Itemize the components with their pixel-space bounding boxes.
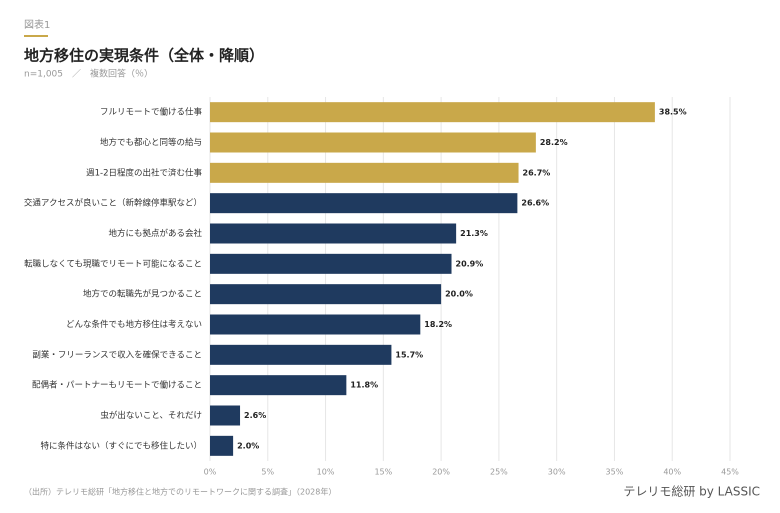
x-tick-label: 45%	[721, 468, 739, 477]
y-tick-label: 特に条件はない（すぐにでも移住したい）	[40, 440, 202, 451]
bar	[210, 314, 421, 335]
value-label: 20.0%	[445, 290, 473, 299]
bar	[210, 132, 536, 153]
value-label: 38.5%	[659, 108, 687, 117]
value-label: 28.2%	[540, 138, 568, 147]
bar	[210, 344, 392, 365]
bar	[210, 223, 457, 244]
figure-label: 図表1	[24, 18, 50, 31]
y-tick-label: 地方にも拠点がある会社	[108, 228, 202, 239]
y-tick-label: 副業・フリーランスで収入を確保できること	[32, 349, 202, 360]
bar	[210, 284, 442, 305]
x-tick-label: 10%	[317, 468, 335, 477]
y-tick-label: 転職しなくても現職でリモート可能になること	[24, 258, 202, 269]
value-label: 26.7%	[523, 168, 551, 177]
chart-subtitle: n=1,005 ／ 複数回答（％）	[24, 68, 153, 80]
x-tick-label: 15%	[374, 468, 392, 477]
value-label: 26.6%	[521, 199, 549, 208]
bar	[210, 193, 518, 214]
source-note: （出所）テレリモ総研「地方移住と地方でのリモートワークに関する調査」（2028年…	[24, 487, 336, 497]
bar	[210, 253, 452, 274]
y-tick-label: 地方での転職先が見つかること	[83, 289, 202, 300]
value-label: 15.7%	[395, 350, 423, 359]
y-tick-label: フルリモートで働ける仕事	[100, 107, 203, 118]
x-tick-label: 20%	[432, 468, 450, 477]
value-label: 18.2%	[424, 320, 452, 329]
value-label: 11.8%	[350, 381, 378, 390]
value-label: 21.3%	[460, 229, 488, 238]
y-tick-label: 交通アクセスが良いこと（新幹線停車駅など）	[24, 198, 202, 209]
x-tick-label: 30%	[548, 468, 566, 477]
y-tick-label: 地方でも都心と同等の給与	[100, 137, 202, 148]
bar	[210, 405, 241, 426]
x-tick-label: 25%	[490, 468, 508, 477]
y-tick-label: 週1-2日程度の出社で済む仕事	[86, 167, 202, 178]
brand: テレリモ総研 by LASSIC	[623, 485, 760, 499]
y-tick-label: 虫が出ないこと、それだけ	[100, 410, 202, 421]
value-label: 2.6%	[244, 411, 266, 420]
bar	[210, 102, 655, 123]
x-tick-label: 5%	[261, 468, 274, 477]
bar	[210, 435, 234, 456]
bar	[210, 162, 519, 183]
x-tick-label: 40%	[663, 468, 681, 477]
y-tick-label: 配偶者・パートナーもリモートで働けること	[32, 380, 202, 391]
x-tick-label: 0%	[204, 468, 217, 477]
y-tick-label: どんな条件でも地方移住は考えない	[66, 319, 202, 330]
value-label: 2.0%	[237, 441, 259, 450]
x-tick-label: 35%	[606, 468, 624, 477]
bar	[210, 375, 347, 396]
value-label: 20.9%	[456, 259, 484, 268]
chart-title: 地方移住の実現条件（全体・降順）	[24, 47, 264, 65]
